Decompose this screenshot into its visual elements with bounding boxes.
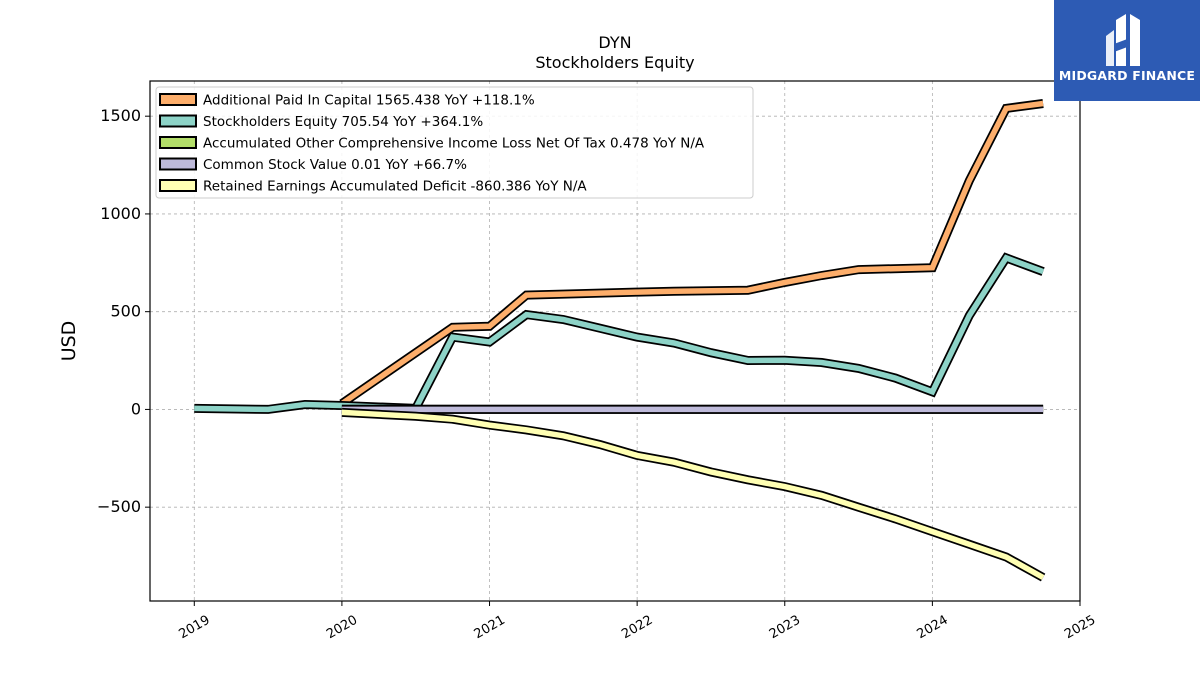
y-tick-label: 500 (110, 302, 141, 321)
series-line (194, 252, 1045, 414)
legend-entry-label: Retained Earnings Accumulated Deficit -8… (203, 179, 587, 195)
series-line (341, 407, 1046, 582)
x-axis: 2019 2020 2021 2022 2023 2024 2025 (176, 601, 1098, 642)
y-tick-label: 0 (131, 399, 141, 418)
x-tick-label: 2022 (619, 613, 655, 643)
legend-entry-label: Additional Paid In Capital 1565.438 YoY … (203, 93, 535, 109)
legend-swatch (159, 157, 197, 171)
y-tick-label: 1000 (100, 204, 141, 223)
x-tick-label: 2025 (1062, 613, 1098, 643)
legend-swatch (159, 93, 197, 106)
y-axis: −500 0 500 1000 1500 (97, 106, 150, 516)
x-tick-label: 2019 (176, 613, 212, 643)
plot-frame (149, 80, 1081, 602)
chart-subtitle: Stockholders Equity (535, 53, 694, 72)
legend-swatch (159, 179, 197, 192)
legend-entry-label: Common Stock Value 0.01 YoY +66.7% (203, 157, 467, 173)
x-tick-label: 2021 (472, 613, 508, 643)
series-line (339, 99, 1044, 408)
legend-box (155, 86, 754, 199)
legend: Additional Paid In Capital 1565.438 YoY … (155, 86, 754, 199)
legend-swatch (159, 136, 197, 149)
x-tick-label: 2023 (767, 613, 803, 643)
x-tick-label: 2020 (324, 613, 360, 643)
y-axis-label: USD (58, 321, 80, 362)
y-tick-label: 1500 (100, 106, 141, 125)
chart-title: DYN (598, 33, 631, 52)
legend-entry-label: Accumulated Other Comprehensive Income L… (203, 136, 705, 152)
series-layer (194, 99, 1046, 582)
legend-entry-label: Stockholders Equity 705.54 YoY +364.1% (203, 114, 483, 130)
series-line-fill (194, 254, 1045, 413)
brand-logo: MIDGARD FINANCE (1054, 0, 1200, 101)
series-line-fill (340, 100, 1044, 406)
y-tick-label: −500 (97, 497, 141, 516)
legend-swatch (159, 114, 197, 128)
midgard-logo-icon (1106, 14, 1140, 66)
series-line-outline (341, 407, 1046, 582)
x-tick-label: 2024 (915, 613, 951, 643)
brand-name: MIDGARD FINANCE (1058, 68, 1196, 83)
series-line-fill (341, 409, 1045, 580)
